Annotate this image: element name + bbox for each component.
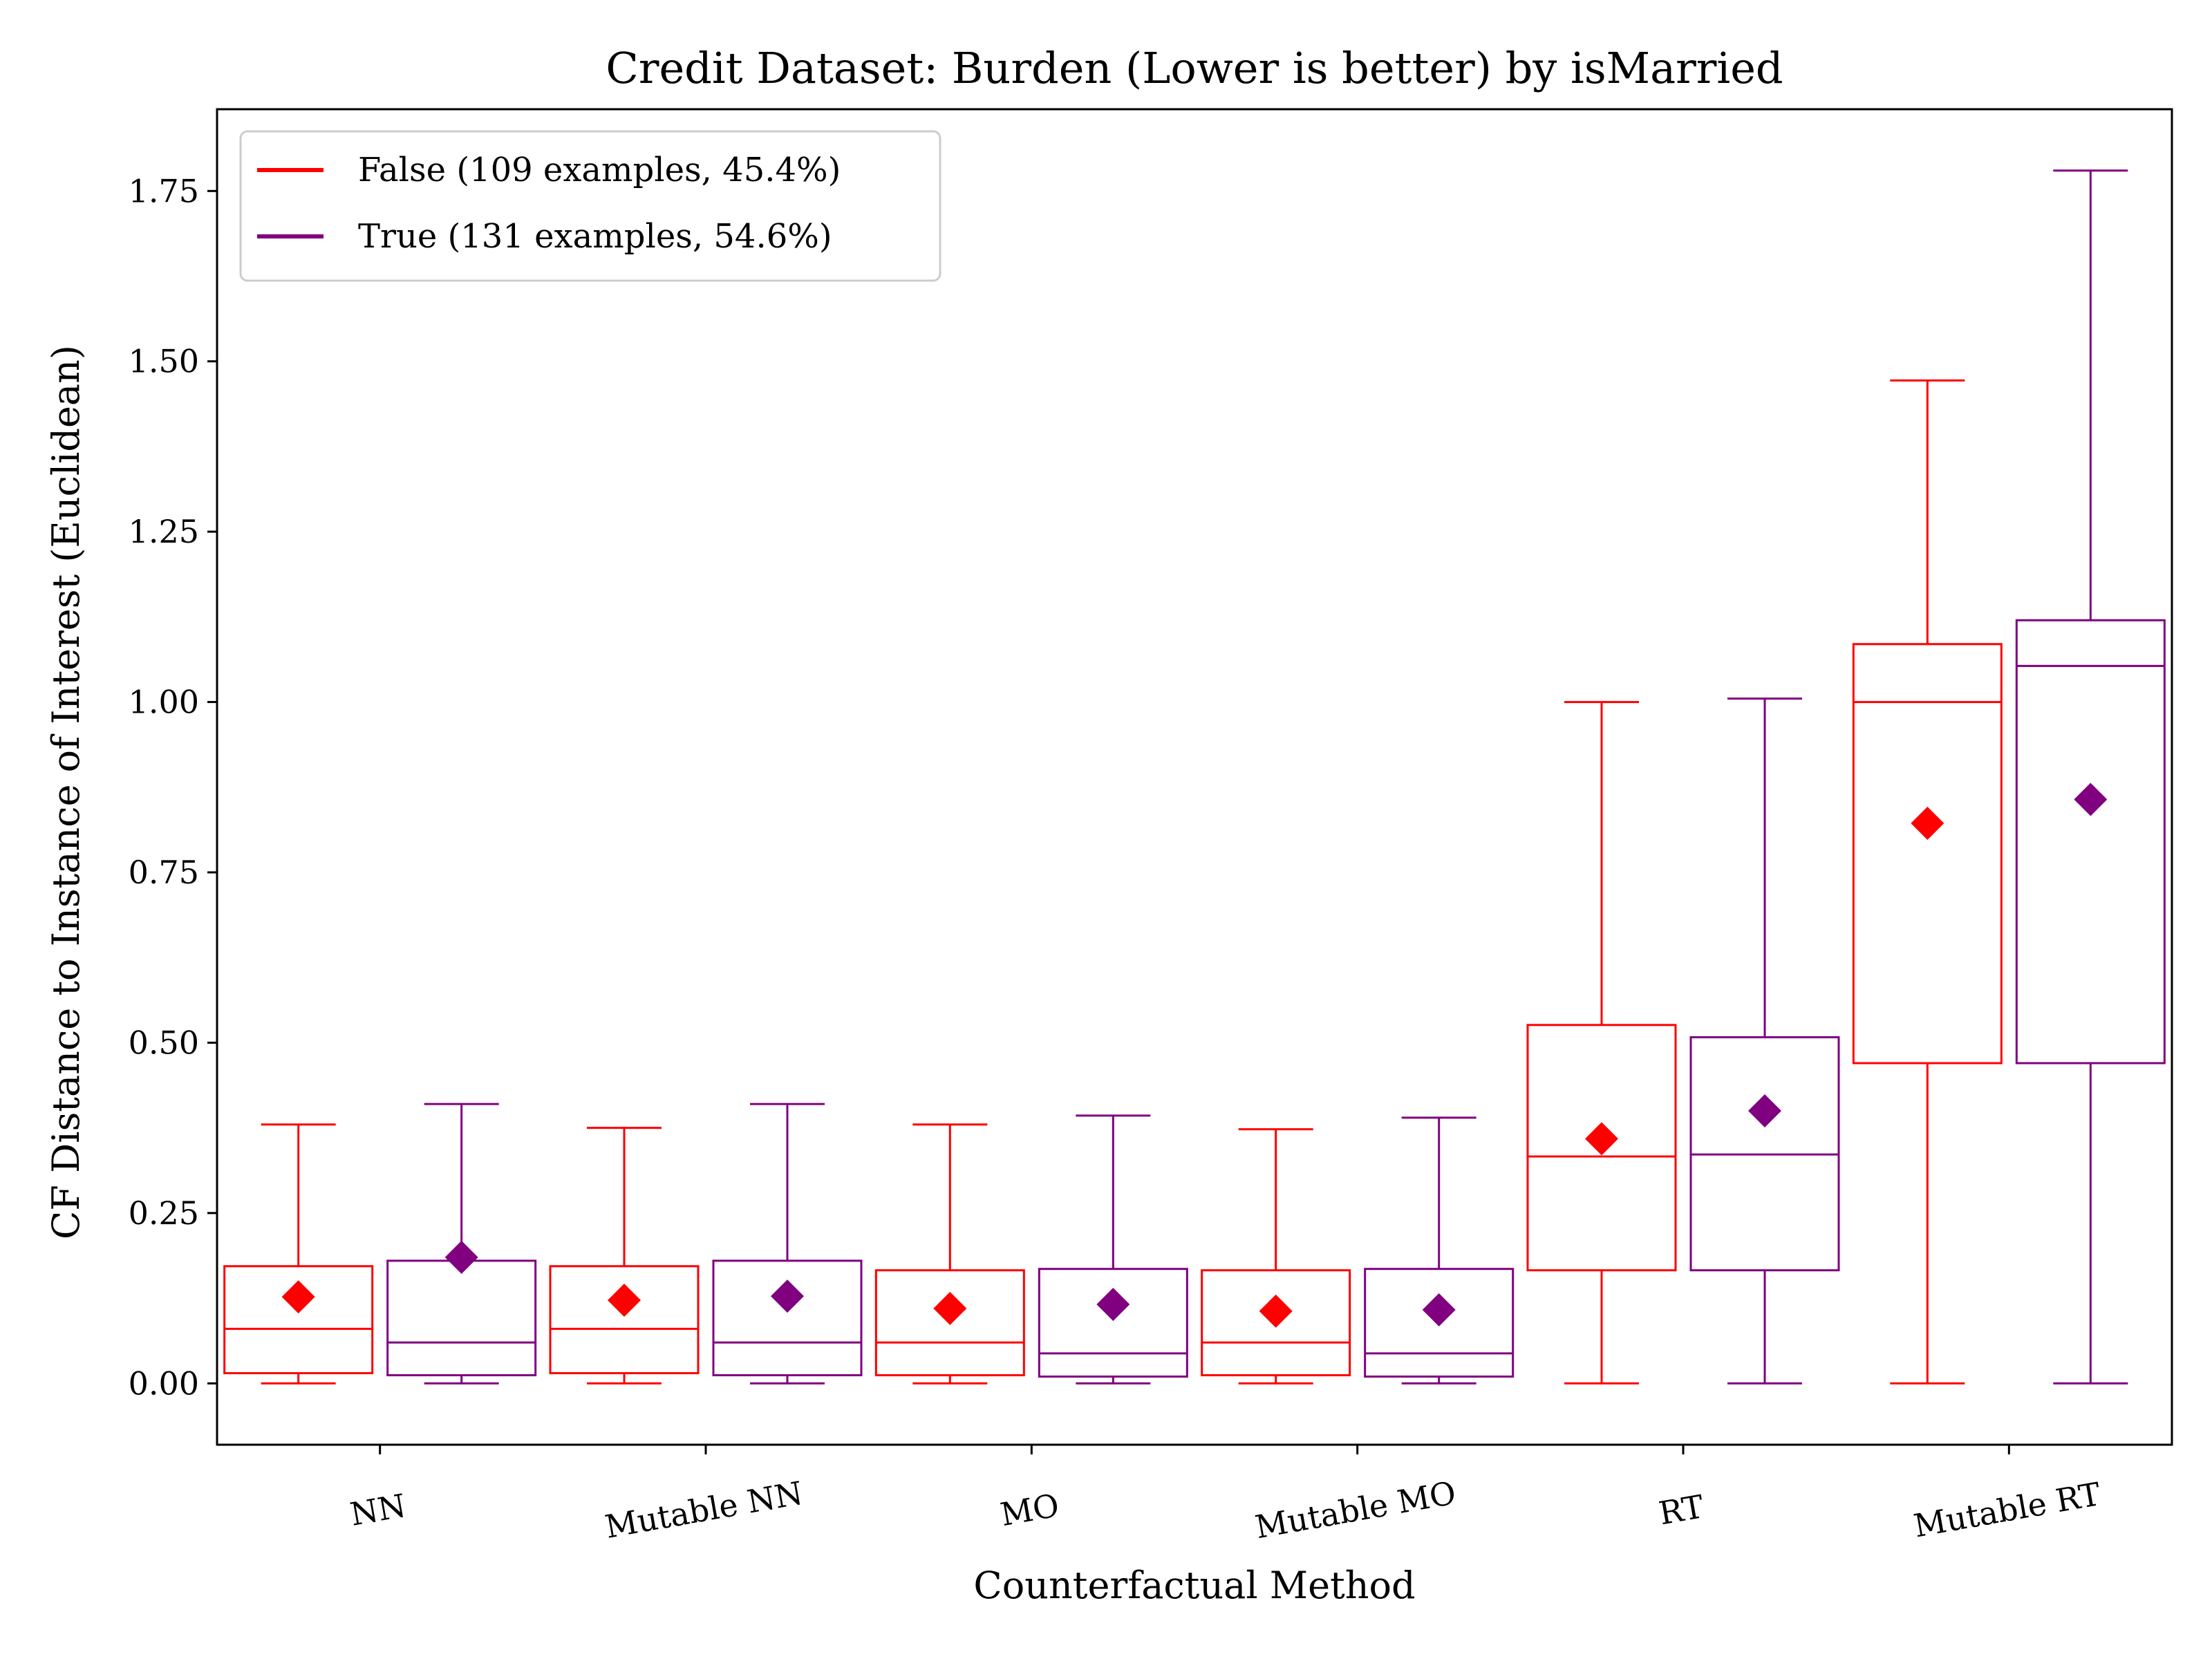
y-tick-label: 1.75 [129, 172, 199, 209]
plot-frame [216, 108, 2173, 1446]
mean-marker [1259, 1294, 1293, 1328]
mean-marker [1422, 1293, 1456, 1327]
iqr-box [223, 1265, 374, 1374]
iqr-box [2015, 619, 2166, 1065]
y-axis-label: CF Distance to Instance of Interest (Euc… [44, 345, 88, 1239]
y-tick-label: 0.50 [129, 1024, 199, 1061]
box-0-1 [549, 1127, 700, 1385]
box-0-5 [1852, 379, 2003, 1385]
iqr-box [1526, 1024, 1677, 1272]
iqr-box [1038, 1268, 1188, 1378]
iqr-box [1364, 1268, 1515, 1378]
y-tick-label: 1.25 [129, 513, 199, 550]
legend-label: False (109 examples, 45.4%) [358, 151, 841, 189]
x-tick-label: RT [1656, 1488, 1707, 1532]
mean-marker [444, 1240, 478, 1274]
legend-label: True (131 examples, 54.6%) [358, 217, 832, 256]
x-axis: NN Mutable NN MO Mutable MO RT Mutable RT [348, 1445, 2103, 1546]
iqr-box [549, 1265, 700, 1374]
x-tick-label: NN [348, 1487, 409, 1533]
box-1-2 [1038, 1114, 1188, 1385]
y-tick-label: 0.75 [129, 854, 199, 891]
plot-area [216, 108, 2173, 1446]
x-tick-label: Mutable NN [602, 1474, 805, 1546]
mean-marker [608, 1284, 641, 1318]
box-0-3 [1201, 1128, 1351, 1385]
y-tick-label: 1.00 [129, 684, 199, 721]
box-1-1 [712, 1103, 863, 1385]
mean-marker [2074, 782, 2108, 816]
mean-marker [933, 1291, 967, 1325]
mean-marker [1096, 1287, 1130, 1321]
iqr-box [1852, 643, 2003, 1065]
x-axis-label: Counterfactual Method [973, 1564, 1415, 1607]
y-tick-label: 0.25 [129, 1194, 199, 1232]
x-tick-label: Mutable MO [1253, 1474, 1459, 1546]
mean-marker [1585, 1122, 1618, 1156]
box-1-3 [1364, 1116, 1515, 1385]
box-0-2 [874, 1123, 1025, 1385]
mean-marker [771, 1280, 804, 1313]
mean-marker [1911, 807, 1944, 841]
iqr-box [712, 1259, 863, 1376]
y-axis: 0.00 0.25 0.50 0.75 1.00 1.25 1.50 1.75 [129, 172, 217, 1402]
box-1-4 [1689, 697, 1840, 1385]
x-tick-label: MO [997, 1486, 1062, 1533]
x-tick-label: Mutable RT [1911, 1475, 2103, 1545]
iqr-box [386, 1259, 537, 1376]
iqr-box [1201, 1269, 1351, 1376]
mean-marker [281, 1280, 315, 1314]
y-tick-label: 0.00 [129, 1365, 199, 1402]
box-0-4 [1526, 701, 1677, 1385]
legend: False (109 examples, 45.4%) True (131 exa… [239, 130, 941, 282]
box-1-0 [386, 1103, 537, 1385]
box-0-0 [223, 1123, 374, 1385]
y-tick-label: 1.50 [129, 343, 199, 380]
legend-frame [239, 130, 941, 282]
iqr-box [874, 1269, 1025, 1376]
mean-marker [1748, 1094, 1781, 1127]
box-1-5 [2015, 169, 2166, 1385]
chart-title: Credit Dataset: Burden (Lower is better)… [606, 43, 1783, 93]
